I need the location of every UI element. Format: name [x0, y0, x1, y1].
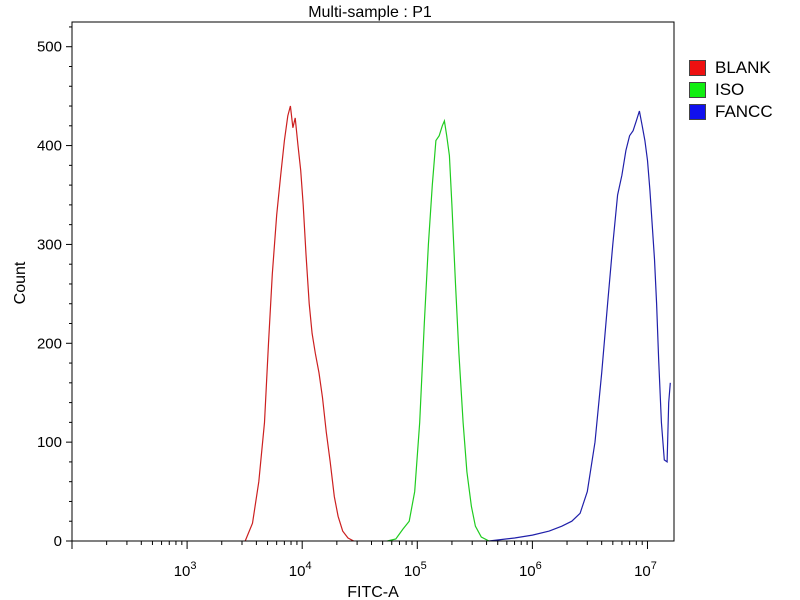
legend-item-fancc: FANCC	[689, 102, 799, 124]
series-line-blank	[244, 105, 354, 542]
legend-swatch-blank	[689, 60, 706, 76]
y-tick-label: 0	[54, 533, 62, 550]
chart-title: Multi-sample : P1	[308, 4, 432, 21]
y-tick-label: 100	[37, 434, 62, 451]
x-tick-label: 104	[289, 560, 312, 580]
y-axis-label: Count	[12, 261, 29, 304]
x-tick-label: 107	[634, 560, 657, 580]
x-tick-label: 106	[519, 560, 542, 580]
series-line-iso	[387, 118, 490, 542]
legend-item-iso: ISO	[689, 80, 799, 102]
y-tick-label: 400	[37, 138, 62, 155]
series-layer	[244, 105, 671, 542]
legend-label-fancc: FANCC	[715, 102, 773, 121]
y-tick-label: 200	[37, 335, 62, 352]
plot-frame	[71, 21, 675, 542]
legend-label-iso: ISO	[715, 80, 745, 99]
x-axis-label: FITC-A	[347, 584, 399, 600]
legend-swatch-iso	[689, 82, 706, 98]
legend: BLANK ISO FANCC	[689, 58, 799, 124]
x-tick-label: 103	[174, 560, 197, 580]
legend-label-blank: BLANK	[715, 58, 771, 77]
y-tick-label: 500	[37, 39, 62, 56]
x-tick-label: 105	[404, 560, 427, 580]
series-line-fancc	[488, 110, 671, 542]
y-axis: 0 100 200 300 400 500	[37, 26, 72, 550]
legend-item-blank: BLANK	[689, 58, 799, 80]
x-axis: 103 104 105 106 107	[71, 541, 657, 580]
legend-swatch-fancc	[689, 104, 706, 120]
y-tick-label: 300	[37, 236, 62, 253]
